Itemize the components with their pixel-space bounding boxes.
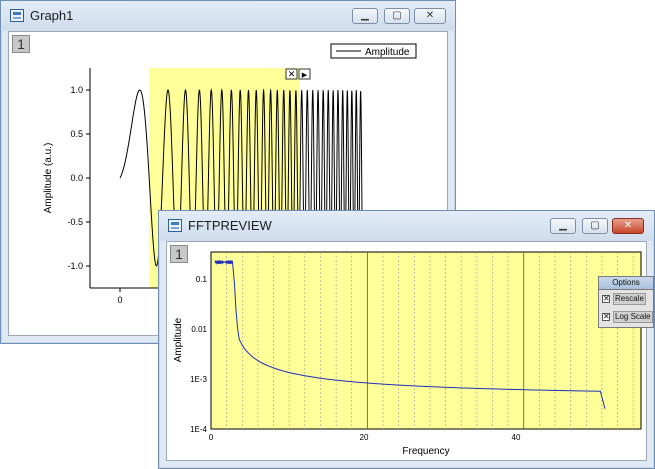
rescale-label: Rescale [613,293,646,305]
y-tick-label: 1E-4 [190,425,207,434]
log-scale-option[interactable]: ✕ Log Scale [599,308,653,326]
y-tick-label: 0.1 [196,275,208,284]
fftpreview-window[interactable]: FFTPREVIEW ▁ ▢ ✕ 1 0.1 0.01 1E-3 1E-4 0 … [158,210,655,469]
y-tick-label: -0.5 [67,217,83,227]
log-scale-checkbox[interactable]: ✕ [602,312,610,321]
graph-window-icon [10,9,24,22]
y-tick-label: -1.0 [67,261,83,271]
close-selection-icon[interactable]: ✕ [288,69,296,79]
y-axis-title: Amplitude [173,317,184,362]
close-button[interactable]: ✕ [414,8,446,24]
minimize-button[interactable]: ▁ [352,8,378,24]
fft-plot-area[interactable] [210,251,642,430]
log-scale-label: Log Scale [613,311,653,323]
page-number[interactable]: 1 [170,245,188,263]
options-panel[interactable]: Options ✕ Rescale ✕ Log Scale [598,276,654,328]
minimize-button[interactable]: ▁ [550,218,576,234]
x-axis-title: Frequency [402,446,449,457]
fftpreview-page[interactable]: 1 0.1 0.01 1E-3 1E-4 0 20 40 Frequency A… [166,241,654,462]
options-header: Options [599,277,653,290]
x-tick-label: 20 [360,433,369,442]
page-number[interactable]: 1 [12,35,30,53]
rescale-option[interactable]: ✕ Rescale [599,290,653,308]
y-tick-label: 0.0 [70,173,83,183]
y-tick-label: 0.01 [191,325,207,334]
y-tick-label: 1E-3 [190,375,207,384]
y-tick-label: 1.0 [70,85,83,95]
fftpreview-titlebar[interactable]: FFTPREVIEW ▁ ▢ ✕ [159,211,654,241]
selection-handles[interactable]: ✕ ▶ [285,68,311,80]
fft-plot[interactable]: 0.1 0.01 1E-3 1E-4 0 20 40 Frequency Amp… [167,242,648,462]
legend-label: Amplitude [365,47,410,58]
x-tick-label: 0 [117,295,122,305]
graph1-titlebar[interactable]: Graph1 ▁ ▢ ✕ [1,1,455,31]
maximize-button[interactable]: ▢ [582,218,608,234]
graph1-title: Graph1 [30,8,74,23]
x-tick-label: 40 [512,433,521,442]
rescale-checkbox[interactable]: ✕ [602,294,610,303]
legend[interactable]: Amplitude [330,43,417,59]
fft-amplitude-curve[interactable] [214,259,606,409]
fftpreview-title: FFTPREVIEW [188,218,272,233]
maximize-button[interactable]: ▢ [384,8,410,24]
y-axis-ticks [86,89,121,292]
arrow-right-icon[interactable]: ▶ [302,72,308,79]
y-tick-label: 0.5 [70,129,83,139]
y-axis-title: Amplitude (a.u.) [43,143,54,214]
graph-window-icon [168,219,182,232]
x-tick-label: 0 [209,433,214,442]
close-button[interactable]: ✕ [612,218,644,234]
